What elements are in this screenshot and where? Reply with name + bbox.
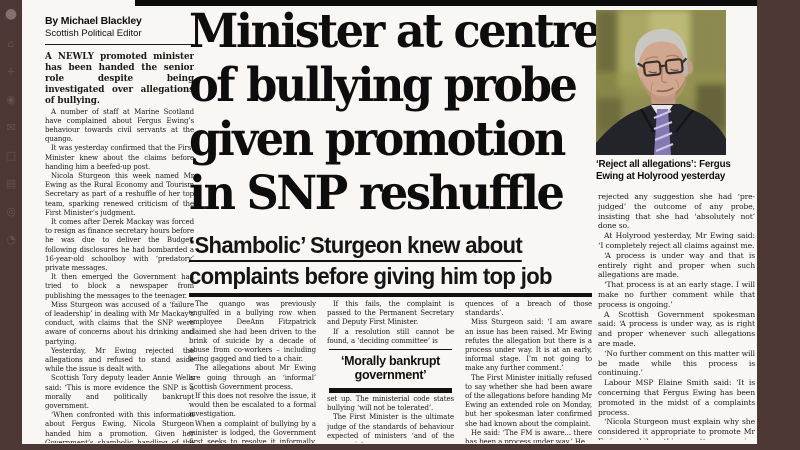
paragraph: rejected any suggestion she had ‘pre-jud…: [598, 192, 755, 231]
newspaper-page: By Michael Blackley Scottish Political E…: [22, 0, 757, 444]
headline-line: given promotion: [189, 112, 566, 167]
col3-pre-paragraphs: If this fails, the complaint is passed t…: [327, 300, 454, 346]
paragraph: The First Minister initially refused to …: [465, 373, 592, 428]
record-icon[interactable]: ◉: [6, 93, 16, 106]
portrait-illustration: [596, 10, 726, 155]
paragraph: Nicola Sturgeon this week named Mr Ewing…: [45, 171, 194, 217]
home-icon[interactable]: ⌂: [7, 37, 15, 50]
headline: Minister at centre of bullying probe giv…: [189, 5, 601, 230]
col1-paragraphs: A number of staff at Marine Scotland hav…: [45, 108, 194, 443]
paragraph: When a complaint of bullying by a minist…: [189, 419, 316, 443]
paragraph: It was yesterday confirmed that the Firs…: [45, 144, 194, 171]
paragraph: The quango was previously engulfed in a …: [189, 300, 316, 364]
paragraph: At Holyrood yesterday, Mr Ewing said: ‘I…: [598, 231, 755, 250]
avatar-icon[interactable]: ●: [4, 6, 18, 22]
add-icon[interactable]: +: [6, 65, 16, 78]
byline: By Michael Blackley Scottish Political E…: [45, 15, 194, 45]
middle-columns: The quango was previously engulfed in a …: [189, 300, 592, 443]
byline-prefix: By: [45, 15, 59, 27]
mail-icon[interactable]: ✉: [6, 121, 16, 134]
column-1: A NEWLY promoted minister has been hande…: [45, 52, 194, 443]
paragraph: He said: ‘The FM is aware... there has b…: [465, 428, 592, 443]
paragraph: It then emerged the Government had tried…: [45, 273, 194, 300]
paragraph: A number of staff at Marine Scotland hav…: [45, 107, 194, 144]
paragraph: Scottish Tory deputy leader Annie Wells …: [45, 374, 194, 411]
paragraph: ‘That process is at an early stage. I wi…: [598, 280, 755, 309]
byline-author-name: Michael Blackley: [60, 15, 142, 27]
subheadline: ‘Shambolic’ Sturgeon knew about complain…: [189, 231, 592, 297]
masthead-rule: [135, 0, 757, 6]
clock-icon[interactable]: ◔: [6, 233, 16, 246]
column-5: rejected any suggestion she had ‘pre-jud…: [598, 192, 755, 440]
paragraph: It comes after Derek Mackay was forced t…: [45, 217, 194, 272]
pull-quote: ‘Morally bankrupt government’: [329, 349, 452, 394]
byline-author: By Michael Blackley: [45, 15, 194, 27]
paragraph: If this does not resolve the issue, it w…: [189, 392, 316, 419]
paragraph: ‘Nicola Sturgeon must explain why she co…: [598, 417, 755, 440]
headline-line: Minister at centre: [189, 5, 601, 59]
paragraph: The First Minister is the ultimate judge…: [327, 413, 454, 443]
fergus-ewing-photo: [596, 10, 726, 155]
col3-post-paragraphs: set up. The ministerial code states bull…: [327, 395, 454, 443]
headline-line: of bullying probe: [189, 58, 578, 113]
paragraph: The allegations about Mr Ewing are going…: [189, 364, 316, 391]
app-sidebar: ● ⌂ + ◉ ✉ □ ▤ ◎ ◔: [0, 0, 22, 450]
paragraph: quences of a breach of those standards’.: [465, 300, 592, 318]
paragraph: ‘When confronted with this information a…: [45, 411, 194, 443]
column-4: quences of a breach of those standards’.…: [465, 300, 592, 443]
paragraph: Yesterday, Mr Ewing rejected the allegat…: [45, 346, 194, 374]
column-3: If this fails, the complaint is passed t…: [327, 300, 454, 443]
byline-role: Scottish Political Editor: [45, 28, 142, 39]
subheadline-line-1: ‘Shambolic’ Sturgeon knew about: [189, 231, 568, 262]
column-2: The quango was previously engulfed in a …: [189, 300, 316, 443]
inbox-icon[interactable]: □: [5, 149, 17, 162]
paragraph: ‘No further comment on this matter will …: [598, 348, 755, 378]
paragraph: Miss Sturgeon was accused of a ‘failure …: [45, 300, 194, 346]
paragraph: If a resolution still cannot be found, a…: [327, 327, 454, 345]
paragraph: set up. The ministerial code states bull…: [327, 395, 454, 413]
camera-icon[interactable]: ◎: [6, 205, 16, 218]
paragraph: If this fails, the complaint is passed t…: [327, 300, 454, 327]
notes-icon[interactable]: ▤: [5, 177, 17, 190]
photo-caption: ‘Reject all allegations’: Fergus Ewing a…: [596, 159, 731, 182]
headline-line: in SNP reshuffle: [189, 166, 565, 221]
paragraph: ‘A process is under way and that is enti…: [598, 250, 755, 280]
subheadline-text-1: ‘Shambolic’ Sturgeon knew about: [189, 231, 523, 262]
lead-paragraph: A NEWLY promoted minister has been hande…: [45, 52, 194, 106]
subheadline-line-2: complaints before giving him top job: [189, 263, 553, 289]
paragraph: Miss Sturgeon said: ‘I am aware an issue…: [465, 318, 592, 373]
paragraph: Labour MSP Elaine Smith said: ‘It is con…: [598, 378, 755, 417]
paragraph: A Scottish Government spokesman said: ‘A…: [598, 309, 755, 348]
